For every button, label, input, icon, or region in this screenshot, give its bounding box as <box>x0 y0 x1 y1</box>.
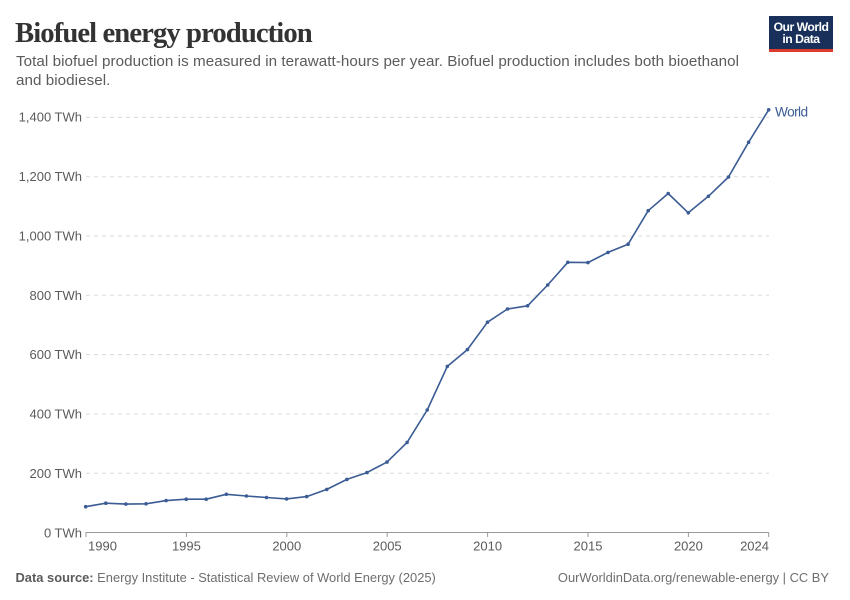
svg-text:1,400 TWh: 1,400 TWh <box>19 110 82 125</box>
svg-text:1990: 1990 <box>88 539 117 554</box>
svg-text:2005: 2005 <box>373 539 402 554</box>
svg-text:0 TWh: 0 TWh <box>44 525 82 540</box>
svg-text:600 TWh: 600 TWh <box>29 347 82 362</box>
svg-text:1,200 TWh: 1,200 TWh <box>19 169 82 184</box>
svg-text:2000: 2000 <box>272 539 301 554</box>
svg-text:800 TWh: 800 TWh <box>29 288 82 303</box>
svg-text:World: World <box>775 105 808 120</box>
svg-text:2024: 2024 <box>740 539 769 554</box>
svg-text:2020: 2020 <box>674 539 703 554</box>
svg-text:1,000 TWh: 1,000 TWh <box>19 228 82 243</box>
svg-text:2010: 2010 <box>473 539 502 554</box>
svg-text:400 TWh: 400 TWh <box>29 407 82 422</box>
svg-text:2015: 2015 <box>574 539 603 554</box>
svg-text:1995: 1995 <box>172 539 201 554</box>
svg-text:200 TWh: 200 TWh <box>29 466 82 481</box>
